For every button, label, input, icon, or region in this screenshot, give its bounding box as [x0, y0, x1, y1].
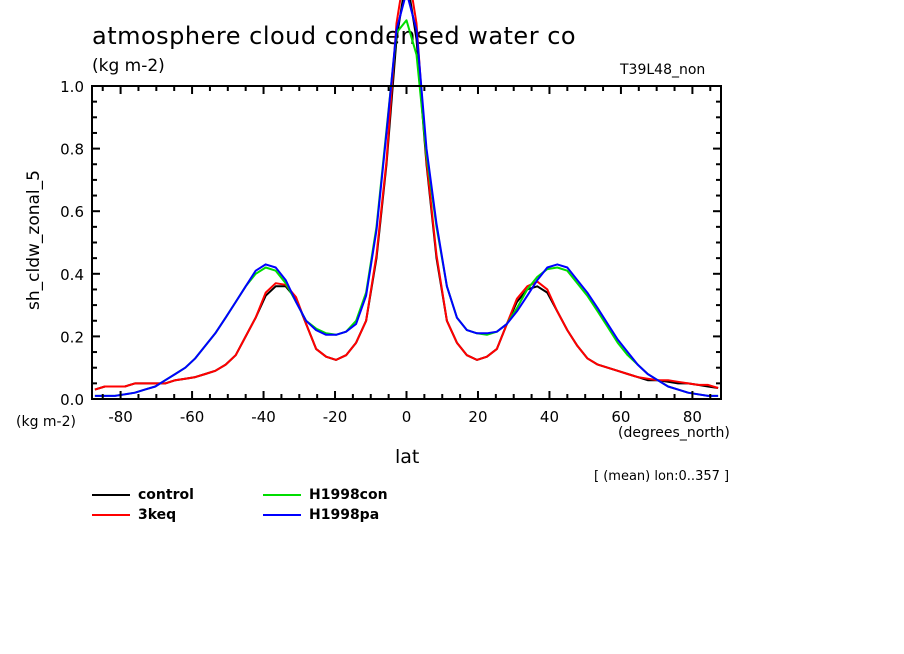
chart-title: atmosphere cloud condensed water co [92, 22, 577, 50]
legend-item-h1998pa: H1998pa [263, 507, 379, 523]
x-tick-label: 60 [611, 408, 630, 426]
x-tick-label: 20 [468, 408, 487, 426]
y-tick-label: 1.0 [60, 78, 84, 96]
y-tick-label: 0.6 [60, 203, 84, 221]
x-tick-label: -40 [251, 408, 276, 426]
legend-item-control: control [92, 487, 194, 503]
y-axis-units: (kg m-2) [16, 414, 76, 430]
x-tick-label: -20 [323, 408, 348, 426]
x-axis-units: (degrees_north) [618, 425, 730, 441]
axes-layer: 0.0 0.2 0.4 0.6 0.8 1.0 -80 -60 -40 -20 0 20 40 60 80 [60, 78, 721, 426]
y-tick-label: 0.4 [60, 266, 84, 284]
y-tick-label: 0.2 [60, 328, 84, 346]
chart-units: (kg m-2) [92, 56, 165, 76]
y-tick-label: 0.0 [60, 391, 84, 409]
series-line-h1998con [94, 19, 719, 397]
averaging-note: [ (mean) lon:0..357 ] [594, 469, 730, 484]
x-tick-label: 0 [402, 408, 412, 426]
series-line-h1998pa [94, 0, 719, 397]
x-tick-label: -60 [180, 408, 205, 426]
series-line-control [94, 0, 719, 391]
legend-label: H1998pa [309, 507, 380, 523]
legend-item-3keq: 3keq [92, 507, 176, 523]
y-tick-label: 0.8 [60, 141, 84, 159]
legend-swatch [263, 514, 301, 516]
series-line-3keq [94, 0, 719, 391]
legend-label: H1998con [309, 487, 388, 503]
x-tick-label: -80 [108, 408, 133, 426]
legend-label: 3keq [138, 507, 177, 523]
x-axis-label: lat [395, 446, 420, 468]
legend-label: control [138, 487, 194, 503]
legend-item-h1998con: H1998con [263, 487, 388, 503]
legend-swatch [92, 494, 130, 496]
series-layer [94, 0, 719, 397]
legend-swatch [263, 494, 301, 496]
x-tick-label: 40 [540, 408, 559, 426]
legend-swatch [92, 514, 130, 516]
model-label: T39L48_non [620, 62, 706, 78]
x-tick-label: 80 [683, 408, 702, 426]
